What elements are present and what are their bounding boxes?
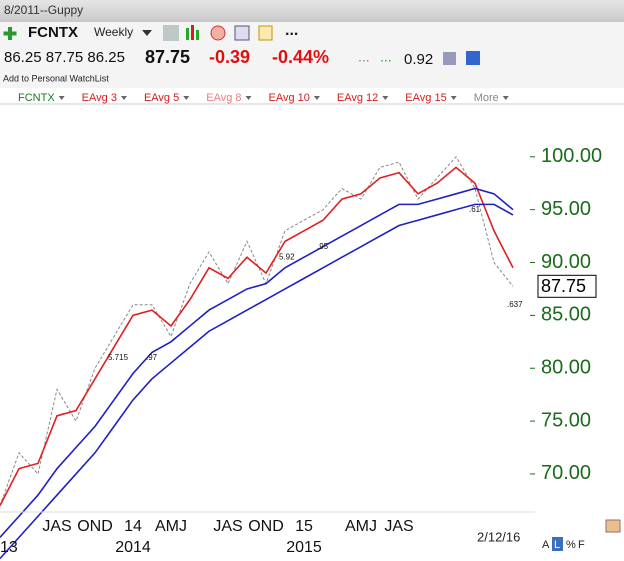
footer-button[interactable]: % [566,539,576,551]
annotation: 5.715 [108,353,129,362]
change: -0.39 [209,47,250,67]
tab-arrow[interactable] [245,96,252,100]
x-tick-label: OND [248,518,284,535]
tab-arrow[interactable] [450,96,457,100]
series-line [0,166,514,507]
tab-arrow[interactable] [58,96,65,100]
series-line [0,203,514,560]
save-icon[interactable] [466,51,480,65]
tab-arrow[interactable] [313,96,320,100]
footer-button[interactable]: A [542,539,550,551]
watchlist-link[interactable]: Add to Personal WatchList [3,73,109,83]
footer-date: 2/12/16 [477,529,520,544]
x-tick-label: JAS [42,518,71,535]
dropdown-arrow[interactable] [142,30,152,36]
x-tick-label: AMJ [345,518,377,535]
x-year-label: 2014 [115,539,151,556]
indicator-tab[interactable]: More [474,92,499,104]
x-tick-label: 14 [124,518,142,535]
chart: 70.00 75.00 80.00 85.00 90.00 95.00 100.00 5.71… [0,145,602,560]
tab-arrow[interactable] [120,96,127,100]
y-tick-label: 80.00 [541,357,591,379]
x-tick-label: 15 [295,518,313,535]
last-price-label: 87.75 [541,276,586,296]
db-icon[interactable] [443,52,456,65]
annotation: .95 [317,242,329,251]
interval[interactable]: Weekly [94,25,133,39]
dots: ... [358,49,370,65]
ratio: 0.92 [404,51,433,68]
more-dots[interactable]: ... [285,22,298,39]
tab-arrow[interactable] [382,96,389,100]
x-tick-label: AMJ [155,518,187,535]
title-bar [0,0,624,22]
dots: ... [380,49,392,65]
annotation: .61 [469,205,481,214]
last-price: 87.75 [145,47,190,67]
annotation: .97 [146,353,158,362]
add-icon[interactable] [3,27,17,40]
window-title[interactable]: 8/2011--Guppy [4,3,83,17]
footer-button[interactable]: F [578,539,585,551]
indicator-tab[interactable]: EAvg 3 [82,92,117,104]
y-tick-label: 95.00 [541,198,591,220]
y-tick-label: 100.00 [541,145,602,167]
x-tick-label: JAS [213,518,242,535]
annotation: 5.92 [279,252,295,261]
toolbar [0,22,624,88]
toolbar-icons[interactable] [163,25,273,41]
indicator-tab[interactable]: EAvg 5 [144,92,179,104]
button-bg [552,537,563,551]
tab-bar: FCNTX EAvg 3 EAvg 5 EAvg 8 EAvg 10 EAvg 12 EAv… [18,92,509,104]
ohl: 86.25 87.75 86.25 [4,49,125,66]
footer-button[interactable]: L [554,539,560,551]
indicator-tab[interactable]: EAvg 12 [337,92,378,104]
series-line [0,187,514,538]
change-pct: -0.44% [272,47,329,67]
indicator-tab[interactable]: EAvg 10 [269,92,310,104]
indicator-tab[interactable]: EAvg 15 [405,92,446,104]
draw-icon[interactable] [605,519,621,533]
indicator-tab[interactable]: FCNTX [18,92,55,104]
footer-buttons: A L% F [542,537,585,551]
x-tick-label: OND [77,518,113,535]
y-tick-label: 85.00 [541,304,591,326]
last-price-box [537,274,597,298]
x-tick-label: 13 [0,539,18,556]
indicator-tab[interactable]: EAvg 8 [206,92,241,104]
x-tick-label: JAS [384,518,413,535]
y-tick-label: 90.00 [541,251,591,273]
annotation: .637 [507,300,523,309]
symbol[interactable]: FCNTX [28,24,78,41]
tab-arrow[interactable] [502,96,509,100]
y-tick-label: 75.00 [541,409,591,431]
y-tick-label: 70.00 [541,462,591,484]
tab-arrow[interactable] [183,96,190,100]
x-year-label: 2015 [286,539,322,556]
